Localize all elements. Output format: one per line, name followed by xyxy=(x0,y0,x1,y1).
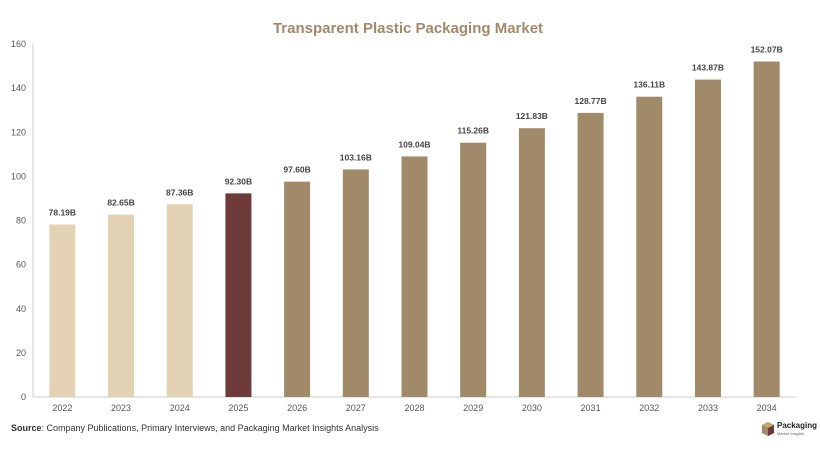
bar-2027 xyxy=(342,169,369,397)
bar-2023 xyxy=(108,214,135,397)
x-tick-label: 2031 xyxy=(581,403,601,413)
x-tick-label: 2026 xyxy=(287,403,307,413)
data-label: 109.04B xyxy=(398,139,430,149)
data-label: 82.65B xyxy=(107,198,134,208)
bar-2029 xyxy=(460,142,487,397)
data-label: 97.60B xyxy=(283,165,310,175)
data-label: 103.16B xyxy=(340,152,372,162)
data-label: 115.26B xyxy=(457,126,489,136)
x-tick-label: 2033 xyxy=(698,403,718,413)
x-tick-label: 2023 xyxy=(111,403,131,413)
logo-subtitle: Market Insights xyxy=(777,431,805,436)
y-tick-label: 40 xyxy=(16,304,26,314)
data-label: 143.87B xyxy=(692,63,724,73)
data-label: 87.36B xyxy=(166,187,193,197)
bar-2033 xyxy=(694,79,721,397)
y-tick-label: 0 xyxy=(21,392,26,402)
bar-2026 xyxy=(284,181,311,397)
source-text: : Company Publications, Primary Intervie… xyxy=(41,423,379,433)
x-tick-label: 2032 xyxy=(639,403,659,413)
data-label: 92.30B xyxy=(225,176,252,186)
bar-2025 xyxy=(225,193,252,397)
source-label: Source xyxy=(11,423,42,433)
x-tick-label: 2025 xyxy=(228,403,248,413)
data-label: 78.19B xyxy=(49,207,76,217)
x-tick-label: 2030 xyxy=(522,403,542,413)
bar-2022 xyxy=(49,224,76,397)
y-tick-label: 140 xyxy=(11,83,26,93)
x-tick-label: 2029 xyxy=(463,403,483,413)
chart-title: Transparent Plastic Packaging Market xyxy=(272,20,544,37)
source-note: Source: Company Publications, Primary In… xyxy=(11,423,379,433)
box-icon xyxy=(762,422,774,436)
data-label: 136.11B xyxy=(633,80,665,90)
bar-2030 xyxy=(518,128,545,397)
data-label: 128.77B xyxy=(575,96,607,106)
x-tick-label: 2027 xyxy=(346,403,366,413)
x-tick-label: 2024 xyxy=(170,403,190,413)
y-tick-label: 160 xyxy=(11,39,26,49)
bar-2024 xyxy=(166,204,193,397)
bar-2028 xyxy=(401,156,428,397)
y-tick-label: 100 xyxy=(11,171,26,181)
y-tick-label: 80 xyxy=(16,216,26,226)
x-tick-label: 2022 xyxy=(52,403,72,413)
company-logo: Packaging Market Insights xyxy=(762,422,817,438)
bar-2031 xyxy=(577,112,604,397)
bar-2032 xyxy=(636,96,663,398)
x-tick-label: 2034 xyxy=(757,403,777,413)
y-tick-label: 120 xyxy=(11,127,26,137)
x-tick-label: 2028 xyxy=(404,403,424,413)
data-label: 152.07B xyxy=(751,44,783,54)
logo-name: Packaging xyxy=(777,421,818,430)
y-tick-label: 60 xyxy=(16,260,26,270)
bar-2034 xyxy=(753,61,780,397)
y-tick-label: 20 xyxy=(16,348,26,358)
data-label: 121.83B xyxy=(516,111,548,121)
